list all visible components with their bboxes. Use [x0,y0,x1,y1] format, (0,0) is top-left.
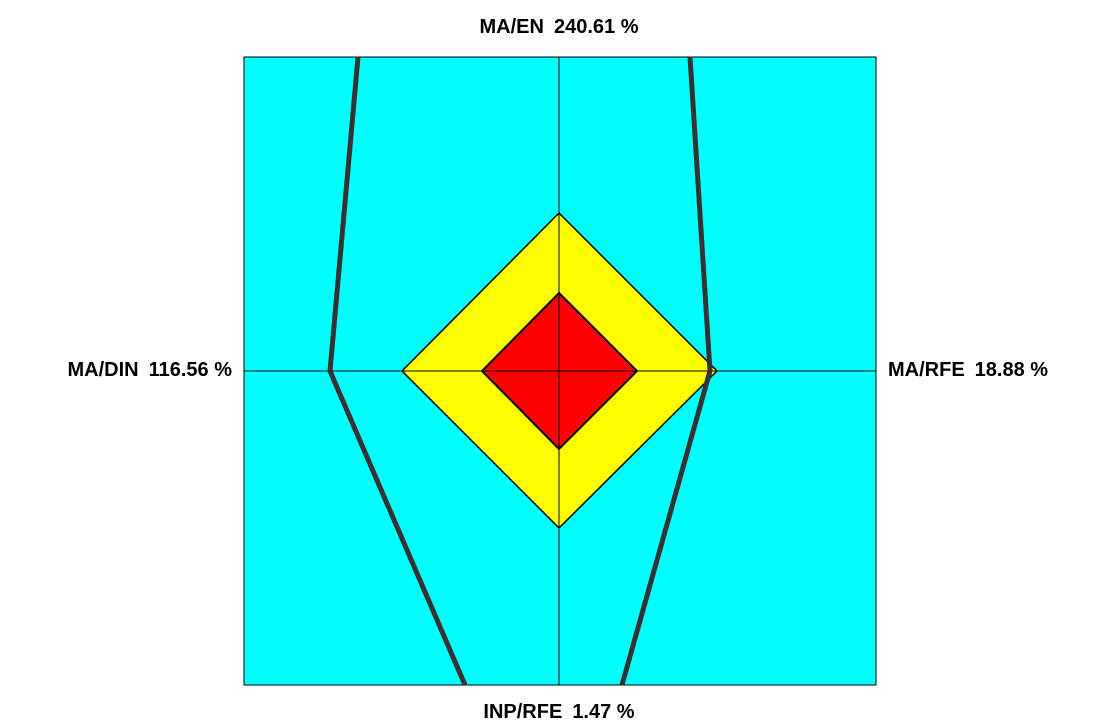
label-part: 116.56 % [149,359,233,381]
label-part: 240.61 % [554,16,639,38]
left-boundary [327,56,468,686]
right-boundary [619,56,713,686]
label-part: 1.47 % [572,701,634,723]
label-part: MA/EN [480,16,544,38]
label-part: INP/RFE [483,701,562,723]
top-label: MA/EN 240.61 % [480,16,639,38]
label-part: MA/RFE [888,359,965,381]
right-label: MA/RFE 18.88 % [888,359,1048,381]
label-part: MA/DIN [67,359,138,381]
label-part: 18.88 % [975,359,1049,381]
bottom-label: INP/RFE 1.47 % [483,701,634,723]
left-label: MA/DIN 116.56 % [67,359,232,381]
